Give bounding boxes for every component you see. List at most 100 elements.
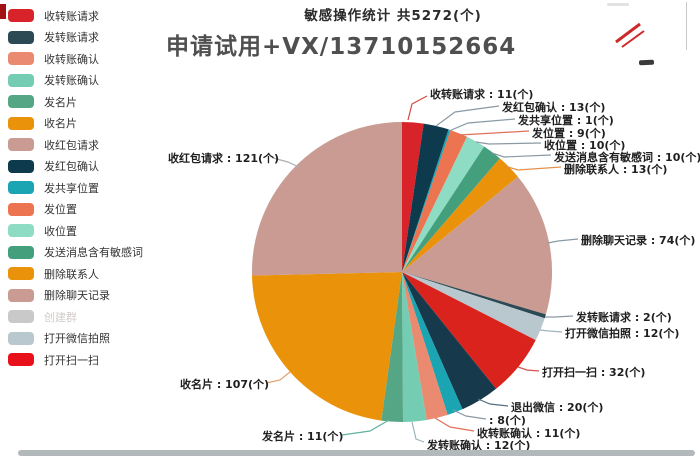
- pie-callout-label: 发红包确认 : 13(个): [502, 101, 606, 114]
- label-line: [448, 118, 516, 132]
- pie-callout-label: 退出微信 : 20(个): [511, 401, 604, 414]
- pie-slice-收位置[interactable]: [402, 136, 485, 272]
- label-line: [458, 130, 530, 136]
- legend-item-label: 发送消息含有敏感词: [44, 246, 143, 259]
- label-line: [411, 421, 425, 443]
- pie-slice-发送消息含有敏感词[interactable]: [402, 146, 500, 273]
- pie-callout-label: 发共享位置 : 1(个): [518, 114, 614, 127]
- pie-slice-收红包请求[interactable]: [251, 121, 402, 276]
- legend-item[interactable]: 收位置: [8, 223, 77, 238]
- legend-swatch: [8, 159, 34, 173]
- watermark-text: 申请试用+VX/13710152664: [166, 34, 517, 60]
- vertical-scrollbar[interactable]: [686, 2, 687, 50]
- artifact-dash: [607, 3, 629, 6]
- legend-item[interactable]: 收名片: [8, 116, 77, 131]
- pie-callout-label: 删除联系人 : 13(个): [564, 163, 668, 176]
- legend-swatch: [8, 331, 34, 345]
- pie-slice-删除联系人[interactable]: [402, 158, 518, 272]
- legend-item[interactable]: 发红包确认: [8, 159, 99, 174]
- pie-callout-label: 发送消息含有敏感词 : 10(个): [554, 151, 700, 164]
- legend-item-label: 发位置: [44, 203, 77, 216]
- legend-item-label: 收名片: [44, 117, 77, 130]
- legend-swatch: [8, 52, 34, 65]
- legend-item-label: 打开扫一扫: [44, 353, 99, 367]
- legend-item-label: 收转账请求: [44, 9, 99, 23]
- legend-swatch: [8, 138, 34, 151]
- legend-item[interactable]: 发送消息含有敏感词: [8, 245, 143, 260]
- legend-item[interactable]: 发位置: [8, 202, 77, 217]
- pie-slice-收转账请求[interactable]: [402, 122, 424, 272]
- legend-item-label: 收转账确认: [44, 52, 99, 66]
- legend-swatch: [8, 181, 34, 194]
- legend-item[interactable]: 删除聊天记录: [8, 288, 110, 303]
- legend-item-label: 收位置: [44, 224, 77, 238]
- pie-callout-label: 打开扫一扫 : 32(个): [542, 366, 646, 379]
- label-line: [507, 166, 562, 171]
- legend-item[interactable]: 收转账请求: [8, 8, 99, 23]
- pie-callout-label: 收名片 : 107(个): [180, 378, 270, 391]
- legend-swatch: [8, 9, 34, 22]
- legend-item-label: 发转账请求: [44, 31, 99, 44]
- label-line: [477, 398, 509, 407]
- legend-swatch: [8, 202, 34, 216]
- pie-slice-发名片[interactable]: [381, 272, 403, 423]
- legend-swatch: [8, 310, 34, 323]
- pie-slice-打开微信拍照[interactable]: [402, 272, 545, 341]
- pie-callout-label: 删除聊天记录 : 74(个): [581, 234, 696, 247]
- legend-swatch: [8, 224, 34, 237]
- legend-item[interactable]: 收转账确认: [8, 51, 99, 66]
- label-line: [517, 366, 540, 372]
- legend-item[interactable]: 收红包请求: [8, 137, 99, 152]
- pie-slice-打开扫一扫[interactable]: [402, 272, 536, 389]
- legend-item[interactable]: 打开扫一扫: [8, 352, 99, 367]
- legend-item-label: 发共享位置: [44, 181, 99, 195]
- pie-slice-收名片[interactable]: [252, 272, 402, 421]
- legend-item[interactable]: 发共享位置: [8, 180, 99, 195]
- pie-callout-label: 发转账确认 : 12(个): [427, 439, 531, 452]
- pie-callout-label: : 8(个): [489, 414, 526, 427]
- legend-item-label: 删除联系人: [44, 267, 99, 281]
- artifact-dark-dash: [638, 59, 655, 66]
- pie-slice-删除聊天记录[interactable]: [402, 176, 553, 315]
- legend-swatch: [8, 353, 34, 366]
- pie-slice-unnamed[interactable]: [402, 272, 463, 415]
- label-line: [407, 95, 428, 121]
- pie-callout-label: 收转账确认 : 11(个): [477, 427, 581, 440]
- legend-item[interactable]: 删除联系人: [8, 266, 99, 281]
- legend-item[interactable]: 发转账确认: [8, 73, 99, 88]
- legend-item[interactable]: 打开微信拍照: [8, 331, 110, 346]
- pie-slice-发位置[interactable]: [402, 130, 467, 272]
- pie-slice-发红包确认[interactable]: [402, 123, 449, 272]
- pie-callout-label: 发位置 : 9(个): [532, 127, 606, 140]
- legend-item-label: 发名片: [44, 95, 77, 109]
- legend-swatch: [8, 30, 34, 44]
- label-line: [545, 315, 574, 318]
- pie-slice-发共享位置[interactable]: [402, 129, 451, 272]
- label-line: [539, 329, 563, 333]
- legend-item[interactable]: 发转账请求: [8, 30, 99, 45]
- legend-swatch: [8, 245, 34, 259]
- pie-callout-label: 收红包请求 : 121(个): [168, 152, 280, 165]
- pie-callout-label: 打开微信拍照 : 12(个): [565, 327, 680, 340]
- pie-slice-发转账请求[interactable]: [402, 272, 546, 319]
- pie-slice-退出微信[interactable]: [402, 272, 497, 410]
- legend-swatch: [8, 288, 34, 302]
- legend-swatch: [8, 116, 34, 130]
- legend-item[interactable]: 发名片: [8, 94, 77, 109]
- legend-item-label: 删除聊天记录: [44, 289, 110, 302]
- legend-item-label: 打开微信拍照: [44, 332, 110, 345]
- pie-callout-label: 发转账请求 : 2(个): [576, 311, 672, 324]
- legend-swatch: [8, 95, 34, 108]
- pie-slice-发转账确认[interactable]: [402, 272, 427, 422]
- label-line: [435, 105, 500, 127]
- legend-item[interactable]: 创建群: [8, 309, 77, 324]
- legend-item-label: 收红包请求: [44, 138, 99, 152]
- watermark-remnant-icon: [615, 22, 645, 48]
- horizontal-scrollbar[interactable]: [18, 450, 695, 456]
- pie-callout-label: 收位置 : 10(个): [544, 139, 626, 152]
- pie-slice-收转账确认[interactable]: [402, 272, 448, 420]
- label-line: [341, 419, 390, 436]
- label-line: [491, 152, 552, 158]
